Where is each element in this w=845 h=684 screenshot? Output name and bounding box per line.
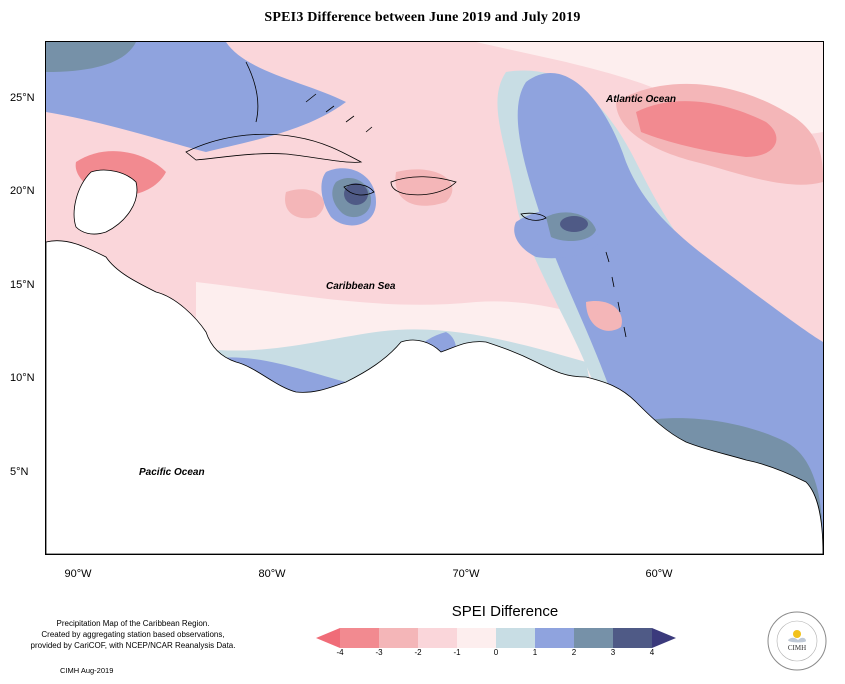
legend-bin-5	[496, 628, 535, 648]
atlantic-ocean-label: Atlantic Ocean	[606, 94, 677, 105]
lat-label-10: 10°N	[10, 372, 35, 384]
legend-title: SPEI Difference	[451, 603, 559, 620]
lon-label-70: 70°W	[452, 568, 480, 580]
lesser-antilles-outline	[605, 251, 627, 338]
cimh-logo: CIMH	[767, 611, 827, 671]
legend-tick-9: 4	[649, 648, 655, 657]
legend-bin-1	[340, 628, 379, 648]
legend-bin-6	[535, 628, 574, 648]
salmon-zone-hispaniola	[395, 169, 453, 206]
blue-zone-northwest	[46, 42, 346, 152]
lon-label-80: 80°W	[258, 568, 286, 580]
legend-tick-4: -1	[453, 648, 461, 657]
legend-bin-8	[613, 628, 652, 648]
lat-label-15: 15°N	[10, 279, 35, 291]
mainland-south-central-america	[46, 240, 823, 554]
hispaniola-outline	[390, 176, 457, 196]
credits-date: CIMH Aug-2019	[60, 666, 114, 675]
sun-icon	[793, 630, 801, 638]
credits-line-1: Precipitation Map of the Caribbean Regio…	[56, 619, 210, 628]
legend-tick-3: -2	[414, 648, 422, 657]
legend-high-arrow	[652, 628, 676, 648]
navy-spot-puerto-rico	[560, 216, 588, 232]
legend-bin-4	[457, 628, 496, 648]
salmon-zone-cuba	[285, 189, 325, 219]
credits-block: Precipitation Map of the Caribbean Regio…	[8, 618, 258, 651]
spei-map	[46, 42, 823, 554]
map-title: SPEI3 Difference between June 2019 and J…	[264, 10, 581, 25]
legend-tick-6: 1	[532, 648, 538, 657]
logo-label: CIMH	[788, 644, 806, 652]
slate-zone-northwest	[46, 42, 136, 72]
jamaica-outline	[343, 183, 375, 196]
legend-tick-8: 3	[610, 648, 616, 657]
legend-bin-7	[574, 628, 613, 648]
salmon-zone-antilles	[586, 301, 622, 331]
legend-low-arrow	[316, 628, 340, 648]
pacific-ocean-label: Pacific Ocean	[139, 467, 205, 478]
lat-label-5: 5°N	[10, 466, 29, 478]
lat-label-20: 20°N	[10, 185, 35, 197]
credits-line-2: Created by aggregating station based obs…	[41, 630, 225, 639]
bahamas-outline	[305, 93, 373, 133]
navy-spot-jamaica	[344, 183, 368, 205]
legend-tick-7: 2	[571, 648, 577, 657]
yucatan-land	[73, 169, 138, 235]
lon-label-90: 90°W	[64, 568, 92, 580]
credits-line-3: provided by CariCOF, with NCEP/NCAR Rean…	[30, 641, 236, 650]
lat-label-25: 25°N	[10, 92, 35, 104]
legend-bin-2	[379, 628, 418, 648]
florida-outline	[245, 61, 259, 123]
caribbean-sea-label: Caribbean Sea	[326, 281, 396, 292]
cloud-icon	[788, 637, 806, 643]
lon-label-60: 60°W	[645, 568, 673, 580]
cuba-outline	[185, 133, 363, 163]
puerto-rico-outline	[520, 212, 547, 221]
legend-tick-5: 0	[493, 648, 499, 657]
legend-tick-1: -4	[336, 648, 344, 657]
red-zone-atlantic	[636, 101, 777, 157]
map-panel	[45, 41, 824, 555]
legend-tick-2: -3	[375, 648, 383, 657]
legend-bin-3	[418, 628, 457, 648]
legend-colorbar	[316, 628, 676, 648]
